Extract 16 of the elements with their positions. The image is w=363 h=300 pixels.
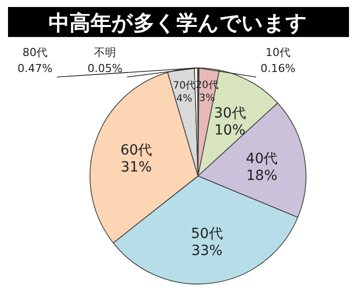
- slice-label: 40代: [246, 150, 278, 167]
- data-label: 0.05%: [88, 62, 122, 75]
- data-label: 31%: [120, 159, 152, 176]
- slice-label: 80代: [22, 46, 48, 59]
- slice-label: 30代: [214, 106, 246, 122]
- slice-label: 50代: [190, 226, 223, 242]
- data-label: 33%: [191, 243, 222, 260]
- slice-label: 不明: [94, 46, 116, 59]
- slice-label: 60代: [120, 142, 152, 158]
- data-label: 18%: [246, 168, 278, 184]
- data-label: 0.16%: [260, 62, 296, 75]
- chart-title: 中高年が多く学んでいます: [48, 11, 308, 35]
- data-label: 10%: [214, 122, 246, 139]
- data-label: 4%: [176, 94, 192, 105]
- slice-label: 10代: [266, 46, 290, 59]
- data-label: 0.47%: [18, 62, 52, 75]
